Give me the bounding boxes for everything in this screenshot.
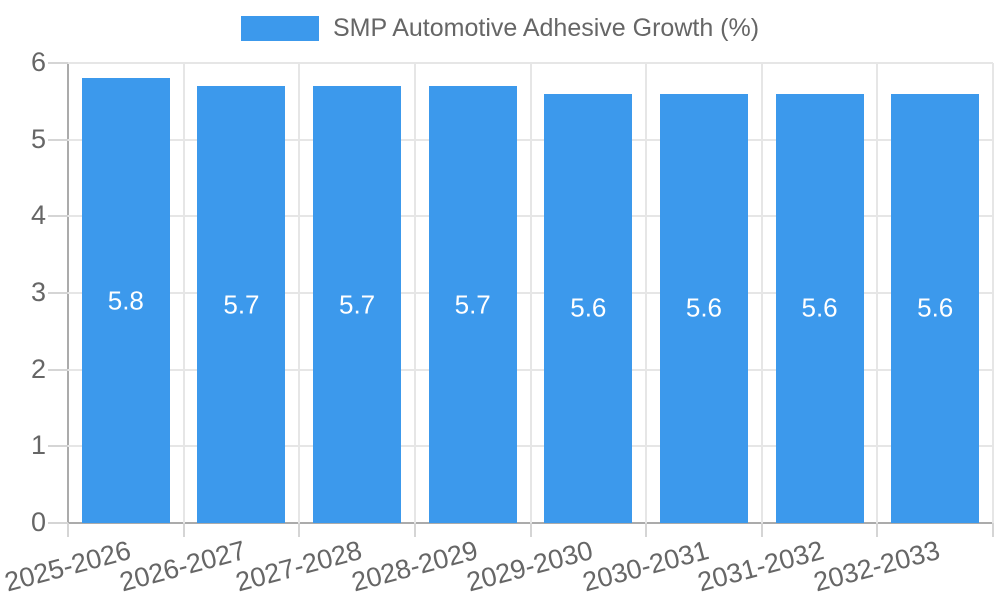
x-tick-mark	[298, 523, 301, 537]
bar-value-label: 5.8	[107, 285, 144, 316]
y-tick-label: 0	[30, 507, 46, 537]
bar[interactable]	[81, 78, 170, 523]
y-tick-mark	[48, 138, 68, 141]
x-tick-mark	[67, 523, 69, 537]
x-tick-mark	[529, 523, 532, 537]
x-tick-label: 2025-2026	[1, 535, 134, 598]
x-tick-label: 2027-2028	[232, 535, 365, 598]
gridline-vertical	[876, 63, 879, 523]
x-tick-label: 2032-2033	[810, 535, 943, 598]
y-tick-mark	[48, 215, 68, 218]
bar[interactable]	[775, 93, 864, 523]
bar[interactable]	[428, 86, 517, 523]
y-tick-label: 6	[30, 47, 46, 77]
x-tick-mark	[182, 523, 185, 537]
bar-value-label: 5.7	[454, 289, 491, 319]
bar-value-label: 5.6	[685, 292, 723, 323]
x-tick-label: 2026-2027	[116, 535, 250, 598]
x-tick-label: 2031-2032	[694, 535, 828, 598]
gridline-vertical	[645, 63, 648, 523]
bar[interactable]	[544, 93, 633, 523]
gridline-vertical	[529, 63, 532, 523]
bar[interactable]	[659, 93, 748, 523]
gridline-vertical	[992, 63, 994, 523]
bar[interactable]	[891, 93, 980, 523]
bar-value-label: 5.6	[801, 292, 838, 323]
x-tick-mark	[876, 523, 879, 537]
x-tick-label: 2030-2031	[579, 535, 712, 598]
x-tick-mark	[645, 523, 648, 537]
x-tick-mark	[760, 523, 763, 537]
bar-value-label: 5.7	[223, 289, 260, 319]
bar-value-label: 5.7	[338, 289, 376, 319]
y-tick-label: 2	[30, 353, 46, 384]
gridline-vertical	[298, 63, 301, 523]
y-tick-label: 5	[30, 123, 46, 154]
x-tick-label: 2029-2030	[463, 535, 597, 598]
bar[interactable]	[197, 86, 286, 523]
x-tick-label: 2028-2029	[347, 535, 481, 598]
gridline-vertical	[760, 63, 763, 523]
legend-swatch	[240, 16, 319, 41]
bar[interactable]	[313, 86, 402, 523]
y-tick-label: 1	[30, 430, 46, 461]
y-tick-label: 3	[30, 277, 46, 307]
x-tick-mark	[413, 523, 416, 537]
gridline-vertical	[182, 63, 185, 523]
bar-value-label: 5.6	[570, 292, 607, 323]
bar-value-label: 5.6	[917, 292, 954, 323]
y-tick-mark	[48, 62, 68, 64]
x-tick-mark	[992, 523, 994, 537]
chart-legend[interactable]: SMP Automotive Adhesive Growth (%)	[0, 14, 1000, 43]
legend-label: SMP Automotive Adhesive Growth (%)	[332, 14, 760, 42]
y-tick-mark	[48, 522, 68, 524]
gridline-vertical	[413, 63, 416, 523]
y-tick-mark	[48, 368, 68, 371]
y-tick-mark	[48, 445, 68, 448]
y-tick-mark	[48, 292, 68, 294]
y-tick-label: 4	[30, 200, 46, 231]
